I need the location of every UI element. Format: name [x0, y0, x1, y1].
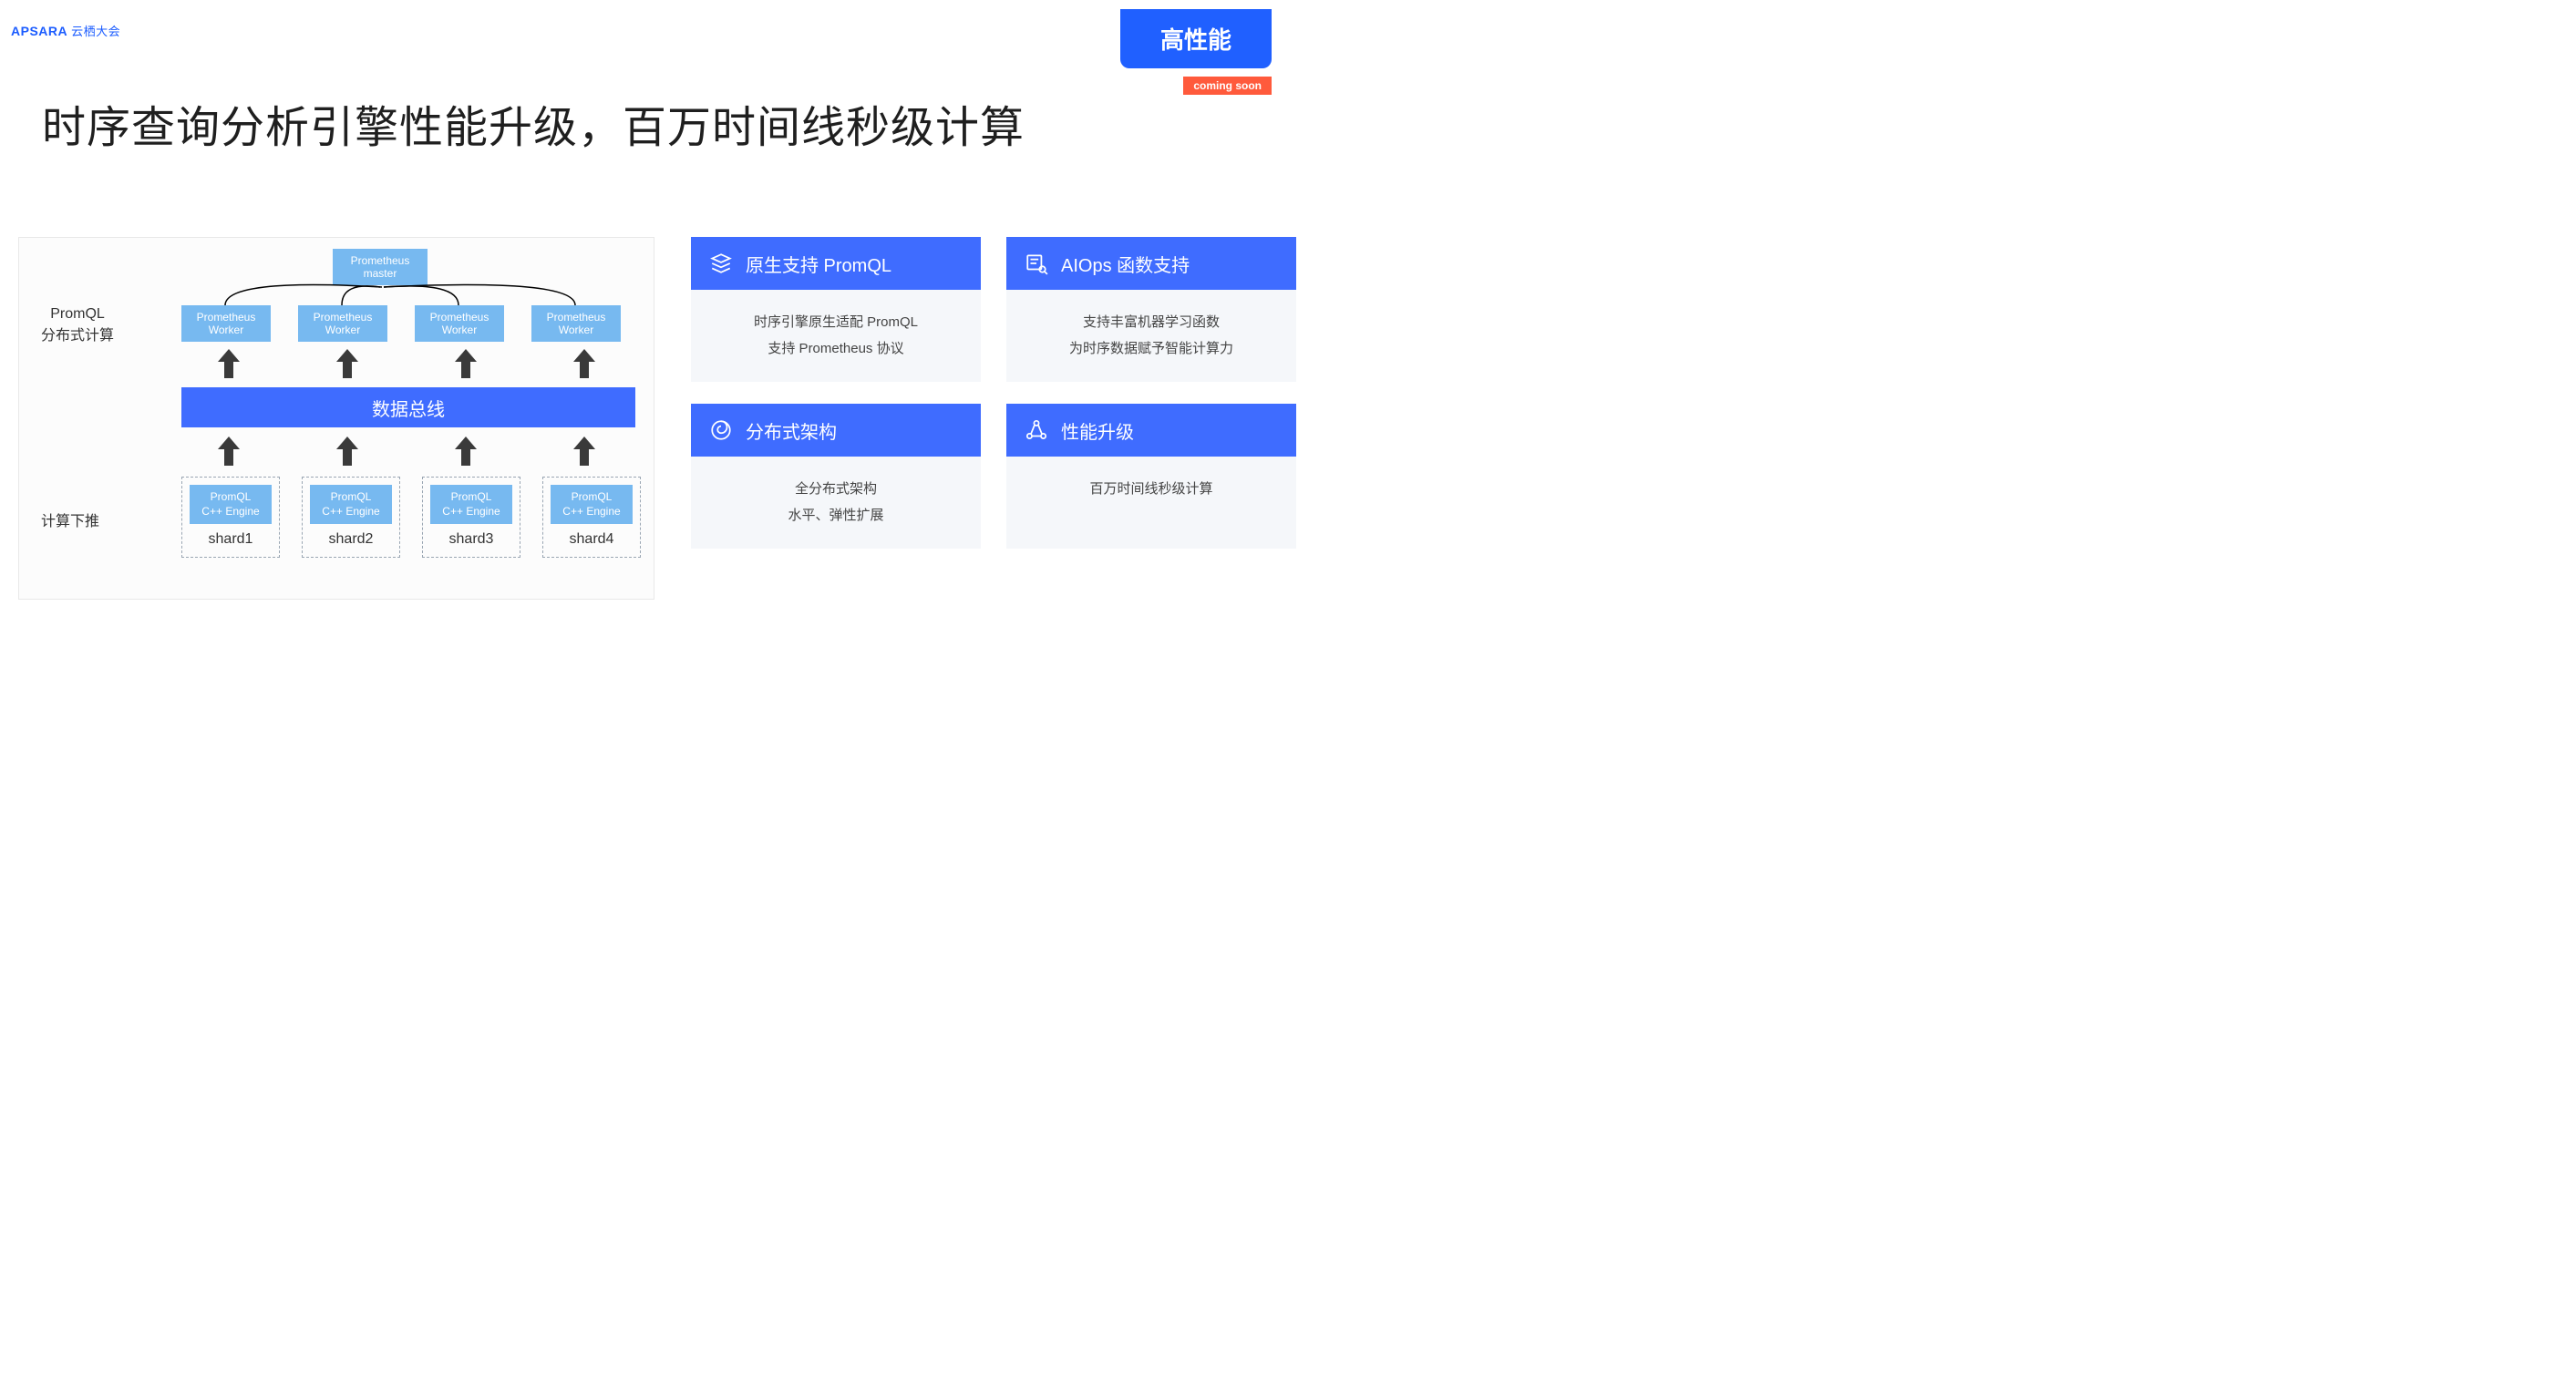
card-line: 为时序数据赋予智能计算力	[1021, 336, 1282, 363]
card-body: 百万时间线秒级计算	[1006, 457, 1296, 523]
card-body: 时序引擎原生适配 PromQL 支持 Prometheus 协议	[691, 290, 981, 382]
logo: APSARA 云栖大会	[11, 22, 120, 39]
arrow-up-icon	[218, 349, 240, 362]
page-title: 时序查询分析引擎性能升级，百万时间线秒级计算	[42, 91, 1025, 155]
card-head: 原生支持 PromQL	[691, 237, 981, 290]
shard-box: PromQL C++ Engine shard2	[302, 477, 400, 558]
card-line: 百万时间线秒级计算	[1021, 477, 1282, 503]
shard-name: shard1	[190, 531, 272, 548]
card-body: 支持丰富机器学习函数 为时序数据赋予智能计算力	[1006, 290, 1296, 382]
label-compute-pushdown: 计算下推	[41, 511, 99, 533]
card-line: 支持丰富机器学习函数	[1021, 310, 1282, 336]
card-title: 性能升级	[1061, 417, 1134, 444]
card-line: 水平、弹性扩展	[706, 503, 966, 529]
arrow-up-icon	[336, 349, 358, 362]
card-line: 支持 Prometheus 协议	[706, 336, 966, 363]
stack-icon	[709, 252, 733, 275]
promql-engine: PromQL C++ Engine	[551, 485, 633, 524]
feature-cards-grid: 原生支持 PromQL 时序引擎原生适配 PromQL 支持 Prometheu…	[691, 237, 1296, 549]
coming-soon-tag: coming soon	[1183, 77, 1272, 95]
promql-engine: PromQL C++ Engine	[310, 485, 392, 524]
arrow-up-icon	[573, 349, 595, 362]
card-title: 原生支持 PromQL	[746, 251, 891, 277]
logo-en: APSARA	[11, 24, 67, 38]
arrows-shards-to-bus	[218, 437, 595, 449]
arrow-up-icon	[336, 437, 358, 449]
card-head: 分布式架构	[691, 404, 981, 457]
shard-name: shard3	[430, 531, 512, 548]
arrow-up-icon	[218, 437, 240, 449]
promql-engine: PromQL C++ Engine	[430, 485, 512, 524]
spiral-icon	[709, 418, 733, 442]
shard-name: shard4	[551, 531, 633, 548]
data-bus: 数据总线	[181, 387, 635, 427]
shard-row: PromQL C++ Engine shard1 PromQL C++ Engi…	[181, 477, 641, 558]
arrow-up-icon	[455, 349, 477, 362]
card-line: 时序引擎原生适配 PromQL	[706, 310, 966, 336]
logo-cn: 云栖大会	[71, 22, 120, 39]
worker-row: Prometheus Worker Prometheus Worker Prom…	[181, 305, 621, 342]
prometheus-worker: Prometheus Worker	[531, 305, 621, 342]
prometheus-worker: Prometheus Worker	[298, 305, 387, 342]
shard-box: PromQL C++ Engine shard4	[542, 477, 641, 558]
card-title: 分布式架构	[746, 417, 837, 444]
arrow-up-icon	[455, 437, 477, 449]
feature-card-performance: 性能升级 百万时间线秒级计算	[1006, 404, 1296, 549]
card-title: AIOps 函数支持	[1061, 251, 1190, 277]
performance-badge: 高性能	[1120, 9, 1272, 68]
shard-box: PromQL C++ Engine shard3	[422, 477, 520, 558]
card-body: 全分布式架构 水平、弹性扩展	[691, 457, 981, 549]
list-search-icon	[1025, 252, 1048, 275]
feature-card-distributed: 分布式架构 全分布式架构 水平、弹性扩展	[691, 404, 981, 549]
arrow-up-icon	[573, 437, 595, 449]
label-promql-distributed: PromQL 分布式计算	[41, 303, 114, 347]
feature-card-promql: 原生支持 PromQL 时序引擎原生适配 PromQL 支持 Prometheu…	[691, 237, 981, 382]
promql-engine: PromQL C++ Engine	[190, 485, 272, 524]
arrows-workers-to-bus	[218, 349, 595, 362]
prometheus-worker: Prometheus Worker	[181, 305, 271, 342]
feature-card-aiops: AIOps 函数支持 支持丰富机器学习函数 为时序数据赋予智能计算力	[1006, 237, 1296, 382]
prometheus-worker: Prometheus Worker	[415, 305, 504, 342]
nodes-icon	[1025, 418, 1048, 442]
card-head: 性能升级	[1006, 404, 1296, 457]
architecture-diagram: PromQL 分布式计算 计算下推 Prometheus master Prom…	[18, 237, 654, 600]
shard-box: PromQL C++ Engine shard1	[181, 477, 280, 558]
shard-name: shard2	[310, 531, 392, 548]
card-line: 全分布式架构	[706, 477, 966, 503]
card-head: AIOps 函数支持	[1006, 237, 1296, 290]
